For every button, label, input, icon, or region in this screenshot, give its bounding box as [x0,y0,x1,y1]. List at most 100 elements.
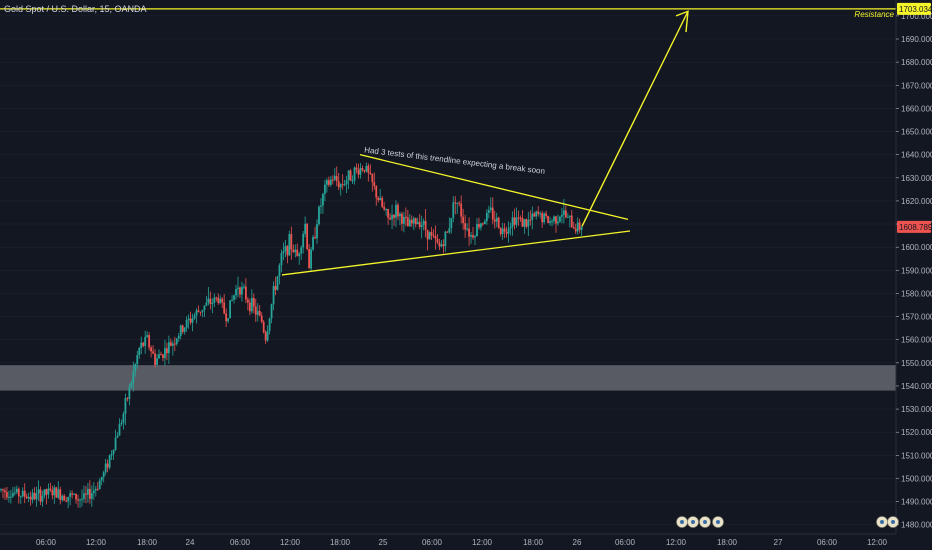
candle-body [440,244,443,247]
breakout-arrow[interactable] [581,10,689,227]
candle-body [15,488,18,493]
candle-body [272,286,275,305]
candle-body [406,217,409,227]
candle-body [468,228,470,237]
candle-body [359,168,362,175]
candle-body [355,167,358,170]
candle-body [513,217,516,225]
candle-body [302,233,305,248]
candle-body [553,216,555,222]
candle-body [128,387,131,399]
candle-body [499,228,502,235]
candle-body [549,221,551,224]
candle-body [217,297,220,303]
candle-body [6,492,8,498]
price-axis[interactable]: 1480.000 1490.000 1500.000 1510.000 1520.000… [895,0,932,534]
candle-body [539,213,542,215]
event-icon-dot [691,520,695,524]
candle-body [122,413,125,423]
candle-body [397,204,399,217]
candle-body [59,489,62,500]
candle-body [252,297,255,307]
candle-body [489,207,492,211]
trendline-lower[interactable] [281,230,631,276]
candle-body [134,364,137,372]
candle-body [266,330,269,341]
candle-body [185,319,188,328]
candle-body [225,313,228,322]
candle-body [221,298,224,303]
time-tick-label: 06:00 [36,538,57,547]
candle-body [25,496,28,499]
time-tick-label: 27 [774,538,783,547]
candle-body [171,343,174,346]
candle-body [106,463,109,468]
candle-body [118,423,121,436]
candle-body [162,354,164,359]
candle-body [559,216,561,222]
symbol-title: Gold Spot / U.S. Dollar, 15, OANDA [4,4,147,14]
candle-body [485,212,488,222]
candle-body [197,310,200,312]
candle-body [450,218,453,229]
candle-body [446,231,449,233]
price-tick-label: 1550.000 [901,359,932,368]
candle-body [173,343,176,345]
candle-body [401,213,403,224]
candle-body [276,276,279,290]
candle-body [570,215,573,228]
trendline-upper[interactable] [359,154,629,221]
candle-body [19,496,22,498]
candle-body [535,211,538,217]
candle-body [320,205,322,207]
candle-body [63,495,66,501]
candle-body [507,228,510,234]
candle-body [94,488,97,491]
candle-body [521,217,524,227]
candle-body [160,354,162,356]
candle-body [505,231,508,234]
candle-body [39,489,42,502]
candle-body [329,179,332,185]
candle-body [487,210,490,213]
candle-body [73,493,75,495]
current-price-badge: 1608.789 [899,223,932,232]
candle-body [274,286,277,290]
candle-body [13,492,16,494]
time-axis[interactable]: 06:00 12:00 18:00 24 06:00 12:00 18:00 25 06:00 1… [0,533,896,547]
candle-body [270,304,273,319]
candle-body [85,493,87,495]
candle-body [231,299,233,301]
candle-body [136,355,139,365]
price-tick-label: 1580.000 [901,289,932,298]
price-tick-label: 1650.000 [901,128,932,137]
candle-body [578,222,581,230]
candle-body [152,351,154,354]
candle-body [262,321,265,333]
candle-body [306,223,309,249]
candle-body [245,286,247,300]
candle-body [201,310,204,312]
candle-body [464,223,467,230]
candle-body [511,217,514,227]
candle-body [541,213,544,223]
candle-body [531,213,534,220]
candle-body [543,213,546,223]
price-tick-label: 1480.000 [901,521,932,530]
candle-body [187,318,190,320]
candle-body [43,489,46,496]
candle-body [442,244,445,247]
candle-body [497,217,500,229]
support-zone[interactable] [0,365,896,391]
candle-body [393,214,395,218]
candle-body [17,488,20,497]
candle-body [434,235,437,239]
candle-body [175,338,178,345]
candle-body [458,202,461,204]
candle-body [211,302,214,304]
candle-body [219,298,222,303]
candle-body [456,202,459,204]
candle-body [331,179,334,181]
candle-body [462,216,465,224]
